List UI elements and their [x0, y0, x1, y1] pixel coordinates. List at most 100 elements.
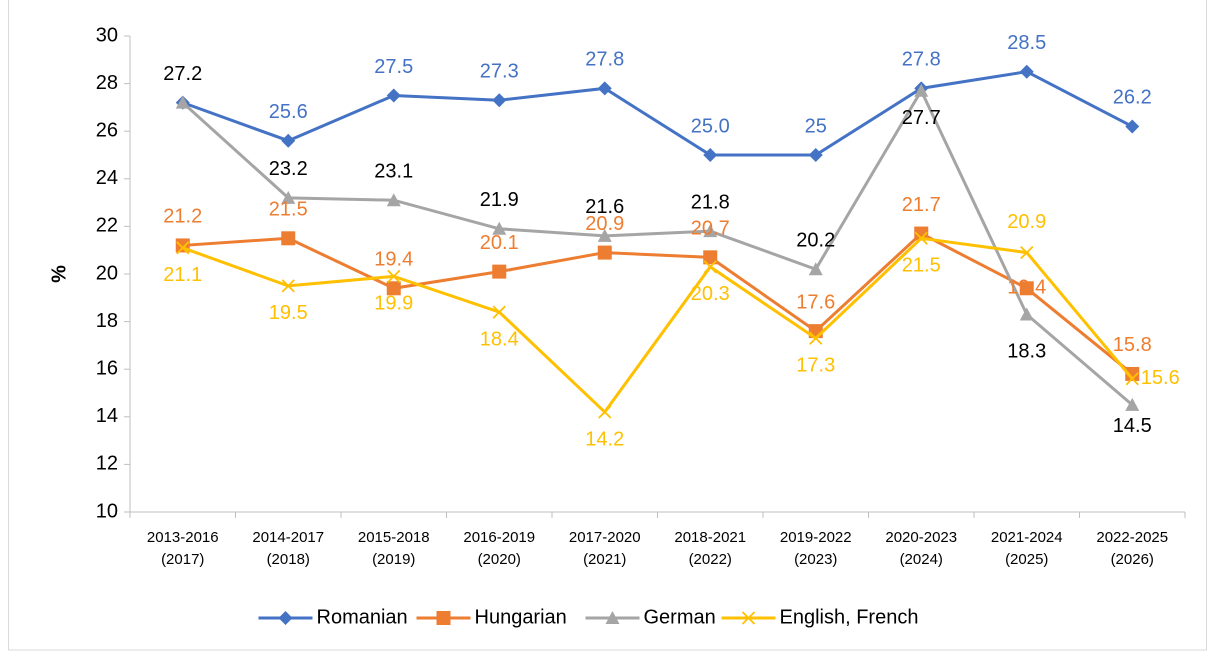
series-line — [182, 70, 1133, 157]
x-tick-label: 2014-2017 (2018) — [252, 529, 324, 568]
data-point — [914, 226, 929, 241]
chart-border — [8, 0, 1207, 651]
data-point — [1019, 307, 1034, 321]
data-point — [386, 88, 401, 103]
y-tick-label: 24 — [96, 167, 118, 189]
data-point — [1019, 64, 1034, 79]
data-label: 15.8 — [1113, 334, 1152, 356]
x-tick-label: 2020-2023 (2024) — [885, 529, 957, 568]
data-label: 25 — [805, 115, 827, 137]
legend-marker — [278, 611, 293, 625]
legend-marker — [605, 611, 620, 624]
data-point — [281, 133, 296, 148]
y-tick-label: 10 — [96, 500, 118, 522]
y-tick-label: 20 — [96, 262, 118, 284]
data-label: 21.6 — [585, 196, 624, 218]
y-tick-label: 18 — [96, 310, 118, 332]
data-label: 27.8 — [585, 49, 624, 71]
data-point — [386, 193, 401, 207]
y-tick-label: 14 — [96, 405, 118, 427]
data-label: 15.6 — [1141, 367, 1180, 389]
data-label: 17.6 — [796, 291, 835, 313]
series-line — [182, 236, 1134, 415]
data-point — [176, 241, 190, 255]
data-label: 21.2 — [163, 206, 202, 228]
data-point — [703, 250, 718, 265]
data-label: 28.5 — [1007, 32, 1046, 54]
data-point — [597, 228, 612, 242]
data-label: 19.5 — [269, 302, 308, 324]
data-label: 18.3 — [1007, 341, 1046, 363]
data-point — [492, 264, 507, 279]
data-label: 26.2 — [1113, 87, 1152, 109]
y-tick-label: 26 — [96, 119, 118, 141]
data-label: 20.7 — [691, 218, 730, 240]
data-point — [281, 279, 295, 293]
data-point — [281, 231, 296, 246]
data-point — [492, 305, 506, 319]
data-label: 19.4 — [1007, 277, 1046, 299]
data-label: 19.4 — [374, 249, 413, 271]
data-label: 20.1 — [480, 232, 519, 254]
data-label: 21.5 — [902, 255, 941, 277]
y-tick-label: 30 — [96, 24, 118, 46]
x-tick-label: 2015-2018 (2019) — [358, 529, 430, 568]
y-tick-label: 12 — [96, 453, 118, 475]
series-line — [182, 231, 1134, 376]
data-point — [175, 95, 190, 109]
y-axis-label: % — [48, 265, 70, 283]
y-tick-label: 28 — [96, 72, 118, 94]
data-point — [703, 224, 718, 238]
legend-marker — [741, 611, 756, 625]
data-label: 27.3 — [480, 61, 519, 83]
data-point — [1020, 245, 1034, 260]
data-point — [1125, 366, 1140, 381]
data-point — [492, 221, 507, 235]
data-label: 20.3 — [691, 283, 730, 305]
data-label: 20.9 — [585, 213, 624, 235]
data-point — [597, 245, 612, 260]
data-point — [281, 190, 296, 204]
data-point — [597, 81, 612, 96]
data-label: 21.1 — [163, 264, 202, 286]
data-label: 27.5 — [374, 56, 413, 78]
data-label: 23.2 — [269, 158, 308, 180]
legend-label: German — [644, 606, 716, 628]
data-label: 25.0 — [691, 115, 730, 137]
data-point — [808, 262, 823, 276]
x-tick-label: 2016-2019 (2020) — [463, 529, 535, 568]
data-point — [809, 331, 823, 345]
data-label: 27.2 — [163, 63, 202, 85]
y-tick-label: 22 — [96, 215, 118, 237]
x-tick-label: 2019-2022 (2023) — [780, 529, 852, 568]
legend-label: Hungarian — [475, 606, 567, 628]
x-tick-label: 2018-2021 (2022) — [674, 529, 746, 568]
data-label: 23.1 — [374, 161, 413, 183]
data-label: 20.9 — [1007, 211, 1046, 233]
data-point — [1125, 119, 1140, 134]
x-tick-label: 2021-2024 (2025) — [991, 529, 1063, 568]
data-point — [703, 260, 717, 274]
data-point — [598, 405, 612, 419]
data-label: 20.2 — [796, 230, 835, 252]
data-label: 21.7 — [902, 194, 941, 216]
x-tick-label: 2013-2016 (2017) — [147, 529, 219, 568]
data-label: 18.4 — [480, 328, 519, 350]
data-point — [1125, 372, 1139, 386]
data-point — [386, 281, 401, 296]
data-label: 21.5 — [269, 199, 308, 221]
legend-marker — [436, 611, 451, 625]
data-label: 14.2 — [585, 428, 624, 450]
data-point — [1019, 281, 1034, 296]
data-point — [914, 83, 929, 97]
data-point — [703, 148, 718, 162]
data-label: 19.9 — [374, 293, 413, 315]
data-label: 27.7 — [902, 107, 941, 129]
x-tick-label: 2022-2025 (2026) — [1096, 529, 1168, 568]
y-tick-label: 16 — [96, 357, 118, 379]
data-label: 17.3 — [796, 355, 835, 377]
x-tick-label: 2017-2020 (2021) — [569, 529, 641, 568]
data-point — [914, 231, 928, 245]
